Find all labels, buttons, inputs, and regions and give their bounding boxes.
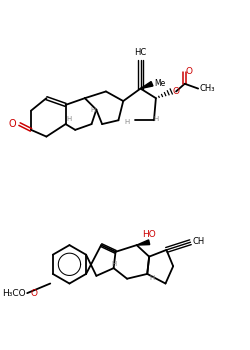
Text: H: H (153, 117, 158, 122)
Text: H: H (149, 275, 154, 281)
Text: H: H (90, 107, 96, 113)
Polygon shape (137, 240, 150, 245)
Text: O: O (8, 119, 16, 129)
Text: CH: CH (192, 237, 205, 246)
Text: H: H (124, 119, 130, 125)
Text: O: O (30, 289, 37, 298)
Text: O: O (172, 87, 179, 96)
Text: H₃CO: H₃CO (2, 289, 26, 298)
Text: HO: HO (142, 230, 156, 239)
Text: HC: HC (134, 48, 147, 57)
Polygon shape (140, 82, 153, 89)
Text: H: H (111, 261, 116, 267)
Text: H: H (66, 116, 72, 122)
Text: Me: Me (154, 79, 165, 88)
Text: CH₃: CH₃ (199, 84, 214, 93)
Text: O: O (186, 67, 193, 76)
